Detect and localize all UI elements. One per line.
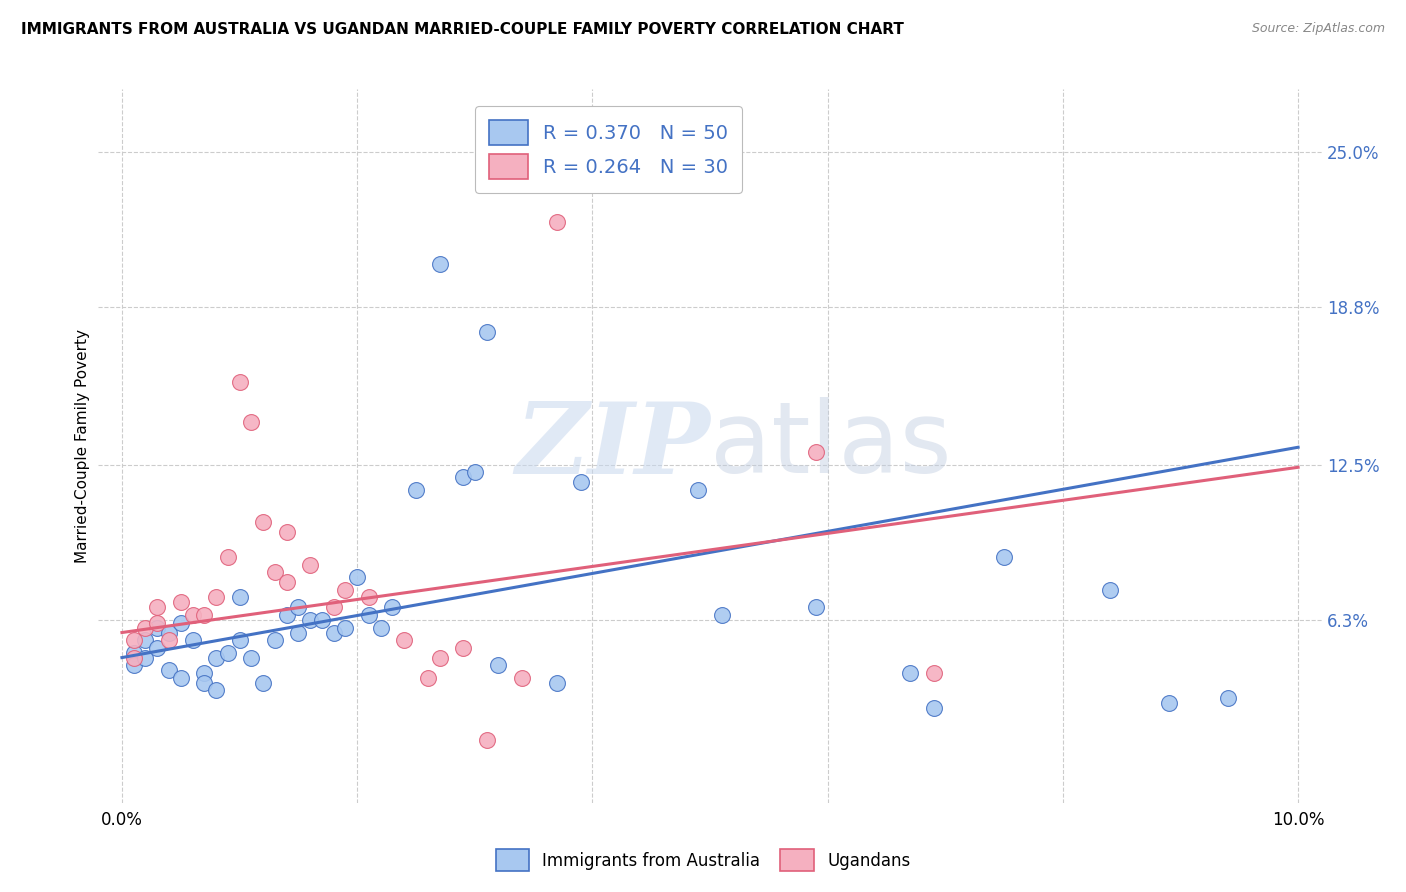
Point xyxy=(276,607,298,622)
Point xyxy=(205,650,228,665)
Point xyxy=(193,607,215,622)
Point xyxy=(170,615,193,630)
Point xyxy=(804,445,827,459)
Point xyxy=(122,650,145,665)
Point xyxy=(510,671,533,685)
Point xyxy=(181,607,204,622)
Point xyxy=(405,483,427,497)
Point xyxy=(357,607,380,622)
Point xyxy=(335,621,357,635)
Legend: R = 0.370   N = 50, R = 0.264   N = 30: R = 0.370 N = 50, R = 0.264 N = 30 xyxy=(475,106,742,193)
Point xyxy=(311,613,333,627)
Point xyxy=(451,640,474,655)
Point xyxy=(122,633,145,648)
Point xyxy=(475,733,498,747)
Point xyxy=(451,470,474,484)
Point xyxy=(546,675,568,690)
Point xyxy=(228,633,250,648)
Point xyxy=(287,600,309,615)
Point xyxy=(181,633,204,648)
Text: Source: ZipAtlas.com: Source: ZipAtlas.com xyxy=(1251,22,1385,36)
Point xyxy=(228,591,250,605)
Point xyxy=(146,640,169,655)
Point xyxy=(416,671,439,685)
Point xyxy=(276,525,298,540)
Point xyxy=(898,665,921,680)
Point xyxy=(240,650,263,665)
Point xyxy=(370,621,392,635)
Point xyxy=(381,600,404,615)
Point xyxy=(710,607,733,622)
Point xyxy=(146,615,169,630)
Point xyxy=(804,600,827,615)
Point xyxy=(205,591,228,605)
Point xyxy=(122,658,145,673)
Point xyxy=(240,415,263,429)
Point xyxy=(429,257,451,271)
Point xyxy=(263,633,285,648)
Point xyxy=(146,621,169,635)
Text: IMMIGRANTS FROM AUSTRALIA VS UGANDAN MARRIED-COUPLE FAMILY POVERTY CORRELATION C: IMMIGRANTS FROM AUSTRALIA VS UGANDAN MAR… xyxy=(21,22,904,37)
Legend: Immigrants from Australia, Ugandans: Immigrants from Australia, Ugandans xyxy=(488,841,918,880)
Point xyxy=(134,621,156,635)
Point xyxy=(464,465,486,479)
Point xyxy=(122,646,145,660)
Point xyxy=(1098,582,1121,597)
Y-axis label: Married-Couple Family Poverty: Married-Couple Family Poverty xyxy=(75,329,90,563)
Point xyxy=(993,550,1015,565)
Point xyxy=(322,625,344,640)
Point xyxy=(335,582,357,597)
Point xyxy=(157,663,180,677)
Point xyxy=(157,633,180,648)
Point xyxy=(134,650,156,665)
Point xyxy=(299,613,322,627)
Point xyxy=(134,633,156,648)
Point xyxy=(287,625,309,640)
Point xyxy=(922,665,945,680)
Point xyxy=(593,175,616,189)
Point xyxy=(1157,696,1180,710)
Point xyxy=(1216,690,1239,705)
Point xyxy=(205,683,228,698)
Text: atlas: atlas xyxy=(710,398,952,494)
Point xyxy=(546,215,568,229)
Point xyxy=(688,483,710,497)
Point xyxy=(486,658,509,673)
Point xyxy=(276,575,298,590)
Point xyxy=(193,665,215,680)
Point xyxy=(217,550,239,565)
Point xyxy=(193,675,215,690)
Point xyxy=(322,600,344,615)
Text: ZIP: ZIP xyxy=(515,398,710,494)
Point xyxy=(252,516,274,530)
Point xyxy=(357,591,380,605)
Point xyxy=(228,375,250,389)
Point xyxy=(252,675,274,690)
Point xyxy=(394,633,416,648)
Point xyxy=(429,650,451,665)
Point xyxy=(217,646,239,660)
Point xyxy=(475,325,498,339)
Point xyxy=(922,700,945,714)
Point xyxy=(146,600,169,615)
Point xyxy=(299,558,322,572)
Point xyxy=(569,475,592,490)
Point xyxy=(263,566,285,580)
Point xyxy=(346,570,368,584)
Point xyxy=(170,671,193,685)
Point xyxy=(157,625,180,640)
Point xyxy=(170,595,193,609)
